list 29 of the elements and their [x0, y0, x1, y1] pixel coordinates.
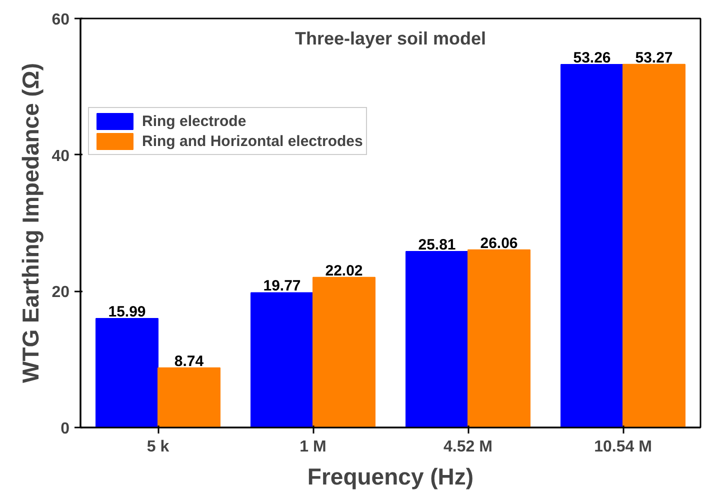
data-label: 22.02 — [325, 262, 363, 280]
y-tick-label: 40 — [52, 148, 70, 165]
data-label: 25.81 — [418, 236, 456, 254]
data-label: 53.26 — [573, 49, 611, 66]
bar — [560, 64, 624, 428]
y-tick-label: 60 — [52, 12, 70, 28]
bar — [406, 251, 468, 428]
bar — [250, 292, 314, 428]
y-tick-label: 20 — [52, 284, 70, 302]
x-axis-title: Frequency (Hz) — [307, 464, 474, 490]
x-tick-label: 10.54 M — [594, 438, 652, 456]
bar — [622, 64, 686, 428]
bar — [312, 276, 376, 428]
data-label: 53.27 — [635, 49, 673, 66]
legend-label: Ring and Horizontal electrodes — [142, 132, 363, 151]
data-label: 26.06 — [480, 234, 518, 252]
text: Three-layer soil model — [294, 28, 486, 48]
data-label: 15.99 — [108, 304, 146, 320]
legend-label: Ring electrode — [142, 112, 246, 131]
data-label: 8.74 — [174, 352, 204, 370]
x-tick-label: 5 k — [146, 438, 170, 456]
bar — [468, 249, 530, 428]
y-axis-title: WTG Earthing Impedance (Ω) — [18, 62, 44, 384]
y-tick-label: 0 — [60, 420, 70, 438]
bar — [96, 318, 158, 428]
x-tick-label: 4.52 M — [444, 438, 492, 456]
bar — [158, 367, 220, 428]
x-tick-label: 1 M — [300, 438, 326, 456]
data-label: 19.77 — [263, 278, 301, 295]
